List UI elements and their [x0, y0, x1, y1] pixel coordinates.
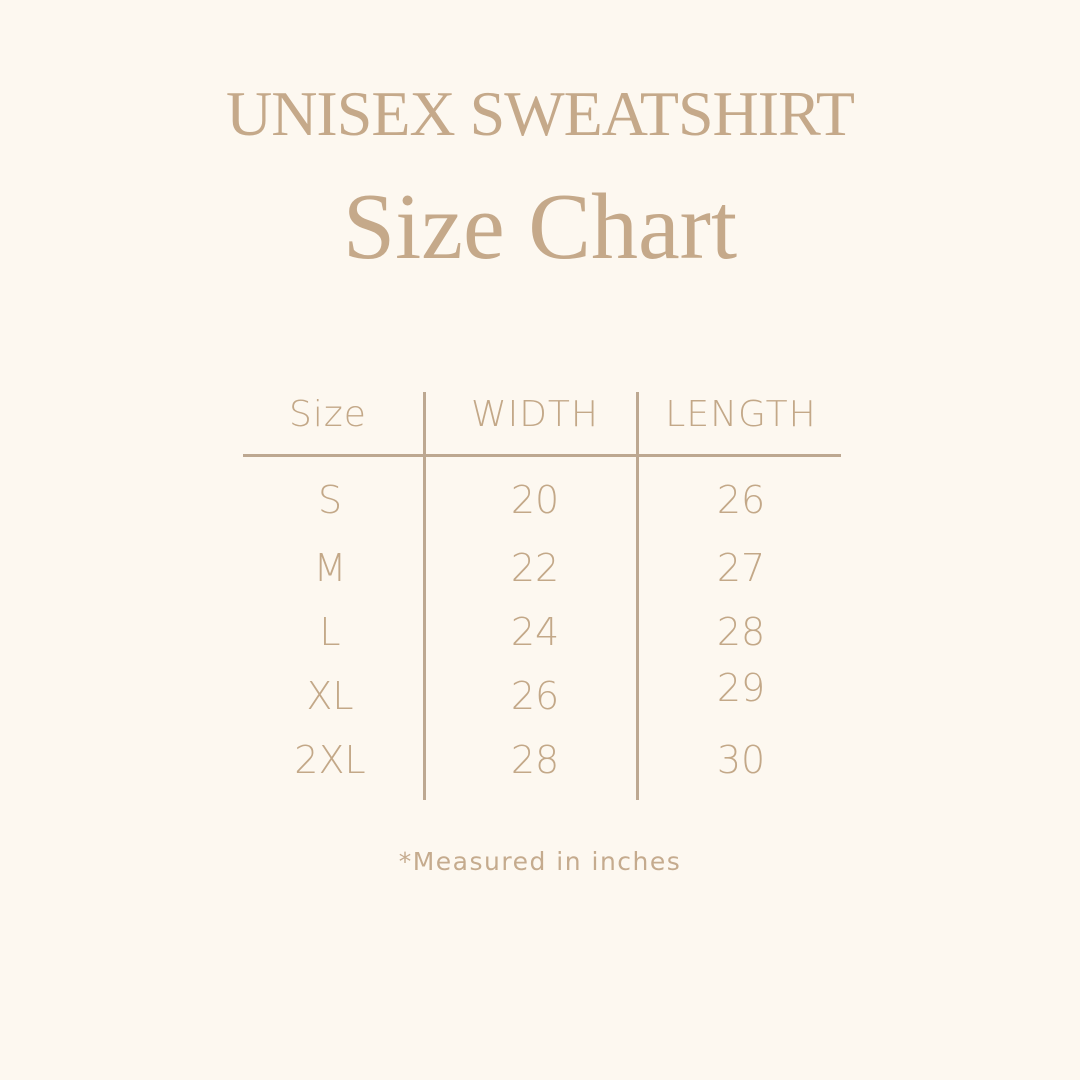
width-cell: 22 — [510, 546, 560, 590]
column-divider — [636, 392, 639, 800]
measurement-note: *Measured in inches — [398, 847, 682, 876]
width-cell: 28 — [510, 738, 560, 782]
length-cell: 29 — [716, 666, 766, 710]
width-cell: 26 — [510, 674, 560, 718]
page-title: Size Chart — [342, 175, 738, 279]
column-divider — [423, 392, 426, 800]
header-width: WIDTH — [471, 394, 599, 435]
size-cell: XL — [306, 674, 354, 718]
width-cell: 24 — [510, 610, 560, 654]
size-cell: M — [313, 546, 347, 590]
length-cell: 30 — [716, 738, 766, 782]
length-cell: 27 — [716, 546, 766, 590]
header-length: LENGTH — [665, 394, 817, 435]
size-cell: S — [317, 478, 343, 522]
header-divider — [243, 454, 841, 457]
size-cell: 2XL — [294, 738, 366, 782]
width-cell: 20 — [510, 478, 560, 522]
product-title: UNISEX SWEATSHIRT — [225, 78, 855, 149]
length-cell: 28 — [716, 610, 766, 654]
size-cell: L — [319, 610, 341, 654]
header-size: Size — [289, 394, 367, 435]
length-cell: 26 — [716, 478, 766, 522]
